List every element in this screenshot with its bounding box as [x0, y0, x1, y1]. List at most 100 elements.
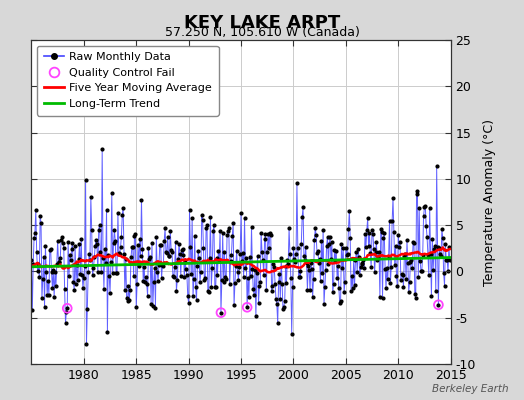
Point	[312, 232, 320, 238]
Point	[405, 288, 413, 295]
Point	[347, 288, 355, 294]
Point	[157, 242, 165, 248]
Point	[316, 278, 325, 285]
Point	[202, 224, 210, 231]
Point	[272, 301, 281, 308]
Point	[291, 258, 299, 265]
Point	[96, 249, 105, 255]
Point	[136, 253, 145, 259]
Point	[428, 236, 436, 242]
Point	[417, 268, 425, 274]
Point	[423, 234, 431, 240]
Point	[170, 264, 179, 270]
Point	[108, 270, 117, 276]
Point	[272, 296, 280, 302]
Point	[231, 280, 239, 286]
Point	[71, 242, 79, 249]
Point	[52, 260, 61, 267]
Point	[430, 246, 438, 253]
Point	[269, 260, 278, 267]
Point	[120, 251, 128, 257]
Point	[268, 282, 277, 289]
Point	[139, 277, 147, 284]
Point	[158, 262, 167, 268]
Point	[169, 273, 177, 279]
Point	[116, 244, 125, 250]
Point	[193, 263, 202, 269]
Point	[217, 310, 225, 316]
Point	[315, 256, 324, 263]
Point	[122, 256, 130, 262]
Point	[376, 294, 384, 300]
Point	[280, 304, 288, 310]
Point	[27, 256, 36, 263]
Point	[248, 266, 257, 272]
Point	[45, 292, 53, 298]
Point	[421, 203, 430, 209]
Point	[358, 261, 367, 268]
Point	[156, 241, 164, 248]
Point	[375, 249, 383, 255]
Point	[104, 252, 113, 258]
Point	[181, 259, 189, 265]
Point	[162, 249, 170, 256]
Point	[391, 242, 400, 249]
Point	[346, 235, 354, 241]
Point	[327, 256, 335, 262]
Point	[83, 306, 92, 312]
Point	[266, 230, 274, 236]
Point	[85, 251, 93, 258]
Point	[194, 248, 202, 255]
Point	[331, 257, 340, 264]
Point	[102, 207, 111, 214]
Point	[60, 244, 68, 251]
Point	[34, 268, 42, 274]
Point	[284, 260, 292, 267]
Point	[351, 282, 359, 288]
Point	[99, 255, 107, 262]
Point	[355, 254, 363, 260]
Point	[210, 222, 218, 229]
Point	[191, 233, 199, 239]
Point	[267, 288, 276, 295]
Point	[261, 231, 270, 238]
Point	[372, 239, 380, 246]
Point	[420, 204, 429, 211]
Point	[171, 238, 180, 245]
Point	[77, 236, 85, 242]
Point	[160, 238, 168, 245]
Point	[107, 258, 115, 265]
Point	[123, 294, 131, 301]
Point	[66, 252, 74, 258]
Point	[281, 263, 290, 269]
Point	[86, 194, 95, 200]
Point	[259, 272, 268, 278]
Point	[383, 264, 391, 271]
Point	[276, 296, 285, 302]
Point	[419, 252, 427, 258]
Point	[184, 300, 193, 306]
Point	[163, 234, 172, 240]
Point	[113, 270, 121, 276]
Point	[214, 248, 223, 254]
Point	[217, 310, 225, 316]
Point	[422, 223, 430, 229]
Point	[188, 215, 196, 222]
Point	[360, 264, 368, 271]
Point	[411, 295, 420, 302]
Point	[362, 244, 370, 251]
Point	[343, 252, 351, 258]
Point	[343, 251, 352, 258]
Point	[321, 284, 329, 290]
Point	[302, 260, 311, 266]
Point	[144, 293, 152, 299]
Point	[161, 225, 169, 231]
Point	[176, 250, 184, 257]
Point	[354, 246, 362, 252]
Point	[393, 282, 401, 289]
Point	[270, 264, 278, 270]
Point	[432, 163, 441, 170]
Point	[233, 268, 242, 275]
Point	[309, 275, 318, 282]
Point	[384, 276, 392, 282]
